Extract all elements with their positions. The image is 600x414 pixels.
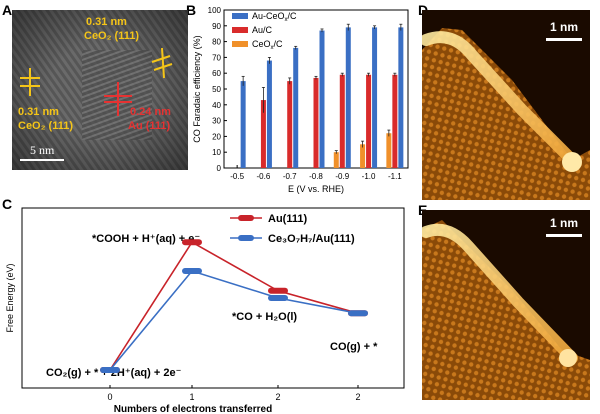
energy-path xyxy=(109,270,359,371)
energy-level xyxy=(268,295,288,301)
legend-label: Au(111) xyxy=(268,213,307,225)
y-axis-label: Free Energy (eV) xyxy=(5,263,15,332)
bar xyxy=(345,27,351,168)
x-axis-label: E (V vs. RHE) xyxy=(288,184,344,194)
y-tick-label: 80 xyxy=(212,38,221,47)
y-tick-label: 90 xyxy=(212,22,221,31)
energy-level xyxy=(182,268,202,274)
au-spacing: 0.24 nm xyxy=(130,106,171,118)
stm-texture-e xyxy=(422,210,590,400)
annotation-final: CO(g) + * xyxy=(330,341,378,353)
legend-swatch xyxy=(232,13,248,19)
bar xyxy=(240,81,246,168)
legend-label: Au/C xyxy=(252,25,273,35)
x-tick-label: -0.8 xyxy=(309,172,323,181)
stm-scalebar-d xyxy=(546,38,582,41)
energy-level xyxy=(182,239,202,246)
x-tick-label: -0.5 xyxy=(230,172,244,181)
ceo2-marker-left xyxy=(20,68,40,96)
x-tick-label: -1.0 xyxy=(362,172,376,181)
legend-swatch xyxy=(238,215,254,221)
tem-image: 0.31 nm CeO₂ (111) 0.31 nm CeO₂ (111) 0.… xyxy=(12,10,188,170)
bar xyxy=(372,27,378,168)
y-tick-label: 10 xyxy=(212,148,221,157)
y-tick-label: 40 xyxy=(212,101,221,110)
y-tick-label: 50 xyxy=(212,85,221,94)
x-tick-label: 2 xyxy=(355,392,360,402)
stm-image-e: 1 nm xyxy=(422,210,590,400)
panel-label-c: C xyxy=(2,196,13,212)
bar xyxy=(386,133,392,168)
stm-scale-label-e: 1 nm xyxy=(550,216,579,230)
y-tick-label: 60 xyxy=(212,69,221,78)
bar xyxy=(333,152,339,168)
x-tick-label: -0.7 xyxy=(283,172,297,181)
fe-bar-chart: 0 10 20 30 40 50 60 70 80 90 100 -0.5 -0.6 -0.7 -0.8 -0… xyxy=(192,6,409,194)
panel-label-b: B xyxy=(186,2,197,18)
bar-chart-legend: Au-CeOx/C Au/C CeOx/C xyxy=(232,11,297,51)
bar xyxy=(319,30,325,169)
bar xyxy=(313,77,319,168)
x-tick-label: 2 xyxy=(275,392,280,402)
energy-level xyxy=(100,367,120,373)
ceo2-top-facet: CeO₂ (111) xyxy=(84,30,140,42)
y-tick-label: 100 xyxy=(208,6,222,15)
ceo2-left-facet: CeO₂ (111) xyxy=(18,120,74,132)
legend-label: CeOx/C xyxy=(252,39,283,51)
panel-label-a: A xyxy=(2,2,13,18)
bar xyxy=(293,47,299,168)
au-facet: Au (111) xyxy=(128,120,171,132)
energy-chart-legend: Au(111) Ce₃O₇H₇/Au(111) xyxy=(230,213,355,245)
y-tick-label: 30 xyxy=(212,117,221,126)
energy-level xyxy=(348,310,368,317)
bar xyxy=(398,27,404,168)
y-axis-label: CO Faradaic efficiency (%) xyxy=(192,35,202,142)
energy-path xyxy=(109,241,359,371)
x-tick-label: -0.9 xyxy=(335,172,349,181)
legend-swatch xyxy=(238,235,254,241)
stm-scale-label-d: 1 nm xyxy=(550,20,579,34)
legend-label: Ce₃O₇H₇/Au(111) xyxy=(268,233,355,245)
energy-level xyxy=(268,287,288,294)
legend-swatch xyxy=(232,41,248,47)
x-tick-label: 0 xyxy=(107,392,112,402)
plot-frame xyxy=(21,207,405,389)
stm-texture-d xyxy=(422,10,590,200)
annotation-cooh: *COOH + H⁺(aq) + e⁻ xyxy=(92,233,200,245)
x-tick-label: -1.1 xyxy=(388,172,402,181)
legend-swatch xyxy=(232,27,248,33)
ceo2-marker-right xyxy=(151,47,173,79)
y-tick-label: 20 xyxy=(212,132,221,141)
x-tick-label: -0.6 xyxy=(257,172,271,181)
bar xyxy=(392,74,398,168)
bar-chart-bars xyxy=(240,23,404,169)
au-marker xyxy=(104,82,132,116)
annotation-co: *CO + H₂O(l) xyxy=(232,311,297,323)
stm-scalebar-e xyxy=(546,234,582,237)
legend-label: Au-CeOx/C xyxy=(252,11,297,23)
bar xyxy=(266,60,272,169)
ceo2-top-spacing: 0.31 nm xyxy=(86,16,127,28)
y-tick-label: 70 xyxy=(212,53,221,62)
bar xyxy=(287,81,293,168)
bar xyxy=(339,74,345,168)
energy-chart-lines xyxy=(100,239,368,373)
tem-scale-label: 5 nm xyxy=(30,143,55,157)
bar xyxy=(360,144,366,168)
bar xyxy=(366,74,372,168)
x-tick-label: 1 xyxy=(189,392,194,402)
x-axis-label: Numbers of electrons transferred xyxy=(114,404,272,414)
stm-image-d: 1 nm xyxy=(422,10,590,200)
ceo2-left-spacing: 0.31 nm xyxy=(18,106,59,118)
tem-lattice-texture xyxy=(12,10,188,170)
bar xyxy=(260,100,266,168)
y-tick-label: 0 xyxy=(217,164,222,173)
